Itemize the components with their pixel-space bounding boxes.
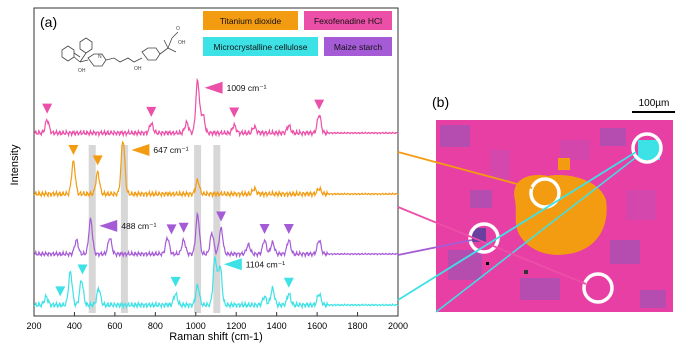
- highlight-band: [213, 145, 221, 313]
- legend-swatch-cellulose: [203, 37, 318, 56]
- x-tick-label: 2000: [388, 321, 408, 331]
- x-tick-label: 1600: [307, 321, 327, 331]
- annotation-arrow: [131, 143, 150, 156]
- molecule-oh-mid: OH: [134, 66, 142, 72]
- peak-marker: [42, 103, 53, 114]
- connector-titanium: [397, 151, 533, 189]
- peak-marker: [283, 277, 294, 288]
- x-tick-label: 400: [67, 321, 82, 331]
- x-tick-label: 600: [107, 321, 122, 331]
- connector-lines: [397, 151, 637, 301]
- scale-bar-label: 100µm: [639, 98, 670, 109]
- annotation-arrow: [99, 219, 118, 232]
- molecule-o: O: [176, 26, 180, 32]
- molecule-oh-right: OH: [178, 40, 186, 46]
- connector-starch: [397, 239, 473, 256]
- peak-marker: [170, 276, 181, 287]
- connector-cellulose: [397, 151, 637, 301]
- highlight-band: [120, 145, 128, 313]
- annotation-label: 647 cm⁻¹: [153, 145, 188, 155]
- annotation-label: 488 cm⁻¹: [121, 221, 156, 231]
- annotation-arrow: [223, 258, 242, 271]
- spectrum-line: [33, 211, 399, 259]
- x-axis-ticks: 200 400 600 800 1000 1200 1400 1600 1800 2000: [26, 312, 408, 331]
- legend-swatch-starch: [324, 37, 392, 56]
- legend-label-starch: Maize starch: [334, 42, 382, 52]
- peak-marker: [166, 224, 177, 235]
- x-tick-label: 200: [26, 321, 41, 331]
- x-tick-label: 1200: [226, 321, 246, 331]
- connector-fexofenadine: [397, 206, 587, 285]
- peak-marker: [92, 155, 103, 166]
- peak-marker: [259, 224, 270, 235]
- peak-marker: [283, 223, 294, 234]
- plot-frame: [33, 7, 399, 317]
- x-axis-label: Raman shift (cm-1): [169, 331, 263, 343]
- spectrum-line: [33, 256, 399, 310]
- molecule-structure: [61, 31, 179, 67]
- spectrum-line: [33, 77, 399, 138]
- highlight-band: [194, 145, 202, 313]
- spectra-group: [33, 77, 399, 310]
- x-tick-label: 1000: [186, 321, 206, 331]
- legend-label-cellulose: Microcrystalline cellulose: [213, 42, 307, 52]
- y-axis-label: Intensity: [9, 144, 21, 185]
- x-tick-label: 1400: [267, 321, 287, 331]
- peak-marker: [229, 107, 240, 118]
- x-tick-label: 800: [148, 321, 163, 331]
- panel-b-label: (b): [432, 94, 449, 110]
- molecule-n: N: [98, 54, 102, 60]
- legend-swatch-titanium: [203, 11, 298, 30]
- peak-marker: [178, 222, 189, 233]
- legend-label-fexofenadine: Fexofenadine HCl: [314, 16, 382, 26]
- x-tick-label: 1800: [348, 321, 368, 331]
- raman-map-image: [435, 120, 673, 313]
- peak-marker: [55, 286, 66, 297]
- molecule-oh-left: OH: [78, 68, 86, 74]
- peak-marker: [314, 99, 325, 110]
- legend: Titanium dioxide Fexofenadine HCl Microc…: [203, 11, 392, 56]
- annotation-label: 1104 cm⁻¹: [246, 259, 285, 269]
- annotation-arrow: [204, 81, 223, 94]
- peak-markers: [42, 99, 325, 297]
- legend-label-titanium: Titanium dioxide: [220, 16, 282, 26]
- spectrum-line: [33, 140, 399, 199]
- peak-marker: [68, 145, 79, 156]
- peak-marker: [146, 106, 157, 117]
- annotations: 1009 cm⁻¹ 647 cm⁻¹ 488 cm⁻¹ 1104 cm⁻¹: [99, 81, 285, 271]
- annotation-label: 1009 cm⁻¹: [227, 83, 267, 93]
- panel-a-label: (a): [40, 14, 57, 30]
- peak-marker: [216, 211, 227, 222]
- peak-marker: [77, 264, 88, 275]
- legend-swatch-fexofenadine: [304, 11, 392, 30]
